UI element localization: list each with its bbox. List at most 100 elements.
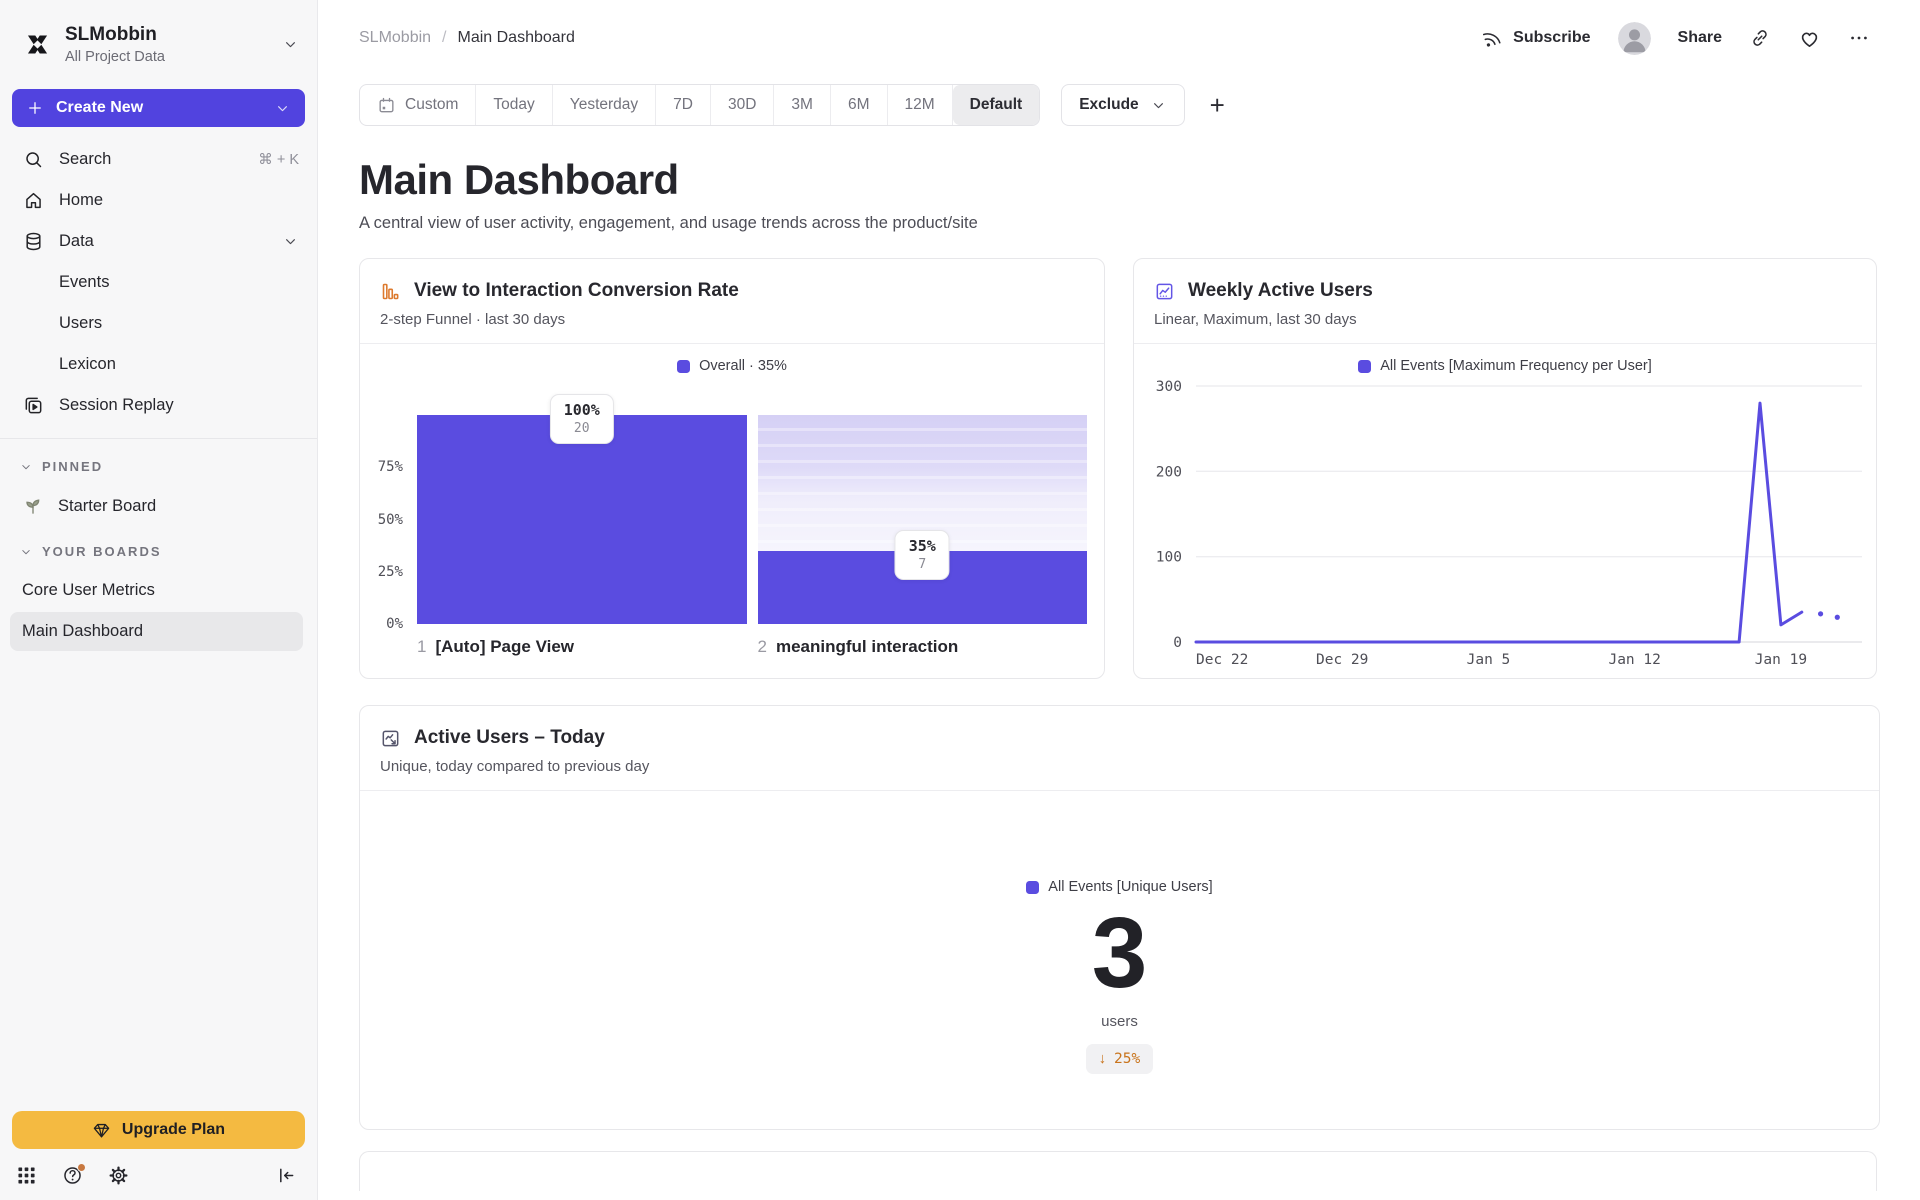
funnel-chart: 75% 50% 25% 0% 100% 20 35% 7 [378, 394, 1087, 632]
funnel-y-tick: 75% [377, 459, 403, 476]
date-range-label: 6M [847, 96, 870, 113]
funnel-step-index: 2 [757, 637, 767, 656]
sidebar-footer-icons [12, 1149, 305, 1188]
sidebar-item-session-replay[interactable]: Session Replay [0, 385, 317, 426]
avatar[interactable] [1617, 21, 1651, 55]
database-icon [23, 231, 44, 252]
date-range-default[interactable]: Default [952, 85, 1040, 125]
arrow-down-icon: ↓ [1098, 1051, 1107, 1067]
sidebar-item-users[interactable]: Users [0, 303, 317, 344]
line-chart-icon [1154, 281, 1175, 302]
line-chart-svg: 300 200 100 0 Dec 22 Dec 29 Jan 5 Jan 12 Jan 19 [1156, 379, 1862, 668]
subscribe-button[interactable]: Subscribe [1481, 27, 1591, 49]
date-range-30d[interactable]: 30D [711, 85, 775, 125]
sidebar-item-label: Data [59, 232, 94, 250]
chevron-down-icon [274, 100, 291, 117]
date-range-label: Today [493, 96, 535, 113]
delta-value: 25% [1114, 1051, 1141, 1067]
funnel-bar-step-2[interactable]: 35% 7 [757, 415, 1087, 624]
plus-icon [26, 99, 44, 117]
settings-icon[interactable] [108, 1165, 129, 1186]
date-range-6m[interactable]: 6M [831, 85, 888, 125]
funnel-conversion-pct: 35% [908, 536, 936, 555]
line-legend: All Events [Maximum Frequency per User] [1134, 358, 1876, 374]
breadcrumb-separator: / [442, 29, 447, 46]
sidebar-item-events[interactable]: Events [0, 262, 317, 303]
date-range-yesterday[interactable]: Yesterday [553, 85, 657, 125]
date-range-label: 30D [727, 96, 757, 113]
x-axis-tick: Jan 12 [1608, 652, 1660, 668]
section-header-pinned[interactable]: PINNED [0, 443, 317, 484]
metric-legend: All Events [Unique Users] [1026, 879, 1213, 895]
metric-card-header: Active Users – Today Unique, today compa… [360, 706, 1879, 791]
session-replay-icon [23, 395, 44, 416]
more-icon[interactable] [1848, 27, 1870, 49]
funnel-step-label: 2 meaningful interaction [758, 637, 1088, 657]
sidebar-item-search[interactable]: Search ⌘ + K [0, 139, 317, 180]
sidebar-item-core-user-metrics[interactable]: Core User Metrics [10, 571, 303, 610]
upgrade-plan-label: Upgrade Plan [121, 1121, 226, 1138]
funnel-legend: Overall · 35% [360, 358, 1104, 374]
section-header-label: PINNED [42, 459, 104, 474]
metric-card-title: Active Users – Today [414, 727, 605, 748]
funnel-bar-step-1[interactable]: 100% 20 [417, 394, 747, 624]
heart-icon[interactable] [1798, 27, 1821, 50]
line-chart[interactable]: 300 200 100 0 Dec 22 Dec 29 Jan 5 Jan 12 Jan 19 [1140, 376, 1876, 675]
date-range-12m[interactable]: 12M [888, 85, 953, 125]
filter-row: Custom Today Yesterday 7D 30D 3M 6M 12M Default … [318, 76, 1920, 126]
x-axis-tick: Dec 29 [1316, 652, 1368, 668]
funnel-count: 7 [918, 556, 927, 572]
sidebar-item-data[interactable]: Data [0, 221, 317, 262]
y-axis-tick: 300 [1156, 379, 1182, 395]
create-new-button[interactable]: Create New [12, 89, 305, 127]
sidebar-item-main-dashboard[interactable]: Main Dashboard [10, 612, 303, 651]
funnel-card: View to Interaction Conversion Rate 2-st… [359, 258, 1105, 679]
add-filter-button[interactable]: + [1206, 88, 1229, 122]
chevron-down-icon [282, 233, 299, 250]
line-series[interactable] [1194, 401, 1804, 644]
sidebar-item-starter-board[interactable]: Starter Board [0, 484, 317, 528]
line-card-subtitle: Linear, Maximum, last 30 days [1154, 311, 1357, 328]
link-icon[interactable] [1749, 27, 1771, 49]
keyboard-shortcut: ⌘ + K [258, 151, 299, 168]
exclude-button[interactable]: Exclude [1061, 84, 1185, 126]
sidebar-item-label: Lexicon [59, 355, 116, 373]
sidebar-item-lexicon[interactable]: Lexicon [0, 344, 317, 385]
sidebar-item-label: Search [59, 150, 112, 168]
delta-badge: ↓ 25% [1085, 1044, 1154, 1074]
date-range-3m[interactable]: 3M [774, 85, 831, 125]
funnel-value-tooltip: 100% 20 [549, 394, 614, 444]
metric-legend-label: All Events [Unique Users] [1048, 879, 1213, 895]
funnel-value-tooltip: 35% 7 [894, 529, 950, 580]
date-range-7d[interactable]: 7D [656, 85, 711, 125]
breadcrumb: SLMobbin / Main Dashboard [359, 29, 575, 47]
sidebar-footer: Upgrade Plan [0, 1101, 317, 1200]
upgrade-plan-button[interactable]: Upgrade Plan [12, 1111, 305, 1149]
chevron-down-icon [1150, 97, 1167, 114]
metric-chart-icon [380, 728, 401, 749]
topbar-actions: Subscribe Share [1481, 21, 1870, 55]
date-range-label: Yesterday [569, 96, 639, 113]
share-button[interactable]: Share [1677, 29, 1722, 46]
date-range-label: 7D [673, 96, 693, 113]
page-header: Main Dashboard A central view of user ac… [318, 126, 1920, 233]
sidebar-item-label: Starter Board [58, 496, 157, 515]
gem-icon [92, 1121, 111, 1140]
date-range-today[interactable]: Today [476, 85, 553, 125]
funnel-bar-fill [417, 415, 747, 624]
line-card-title: Weekly Active Users [1188, 280, 1373, 301]
breadcrumb-parent[interactable]: SLMobbin [359, 29, 432, 46]
date-range-custom[interactable]: Custom [360, 85, 477, 125]
workspace-switcher[interactable]: SLMobbin All Project Data [0, 0, 317, 79]
section-header-your-boards[interactable]: YOUR BOARDS [0, 528, 317, 569]
y-axis-tick: 0 [1173, 635, 1182, 651]
sidebar-item-home[interactable]: Home [0, 180, 317, 221]
collapse-sidebar-icon[interactable] [276, 1165, 297, 1186]
metric-value: 3 [1091, 897, 1148, 1009]
help-icon[interactable] [62, 1163, 86, 1186]
apps-grid-icon[interactable] [16, 1165, 37, 1186]
funnel-step-index: 1 [417, 637, 427, 656]
funnel-legend-label: Overall · 35% [699, 358, 787, 374]
funnel-bars: 100% 20 35% 7 [417, 394, 1087, 624]
seedling-icon [23, 496, 43, 516]
